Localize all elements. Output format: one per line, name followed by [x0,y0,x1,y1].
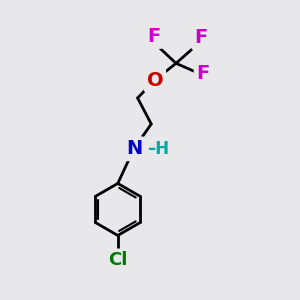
Text: F: F [194,28,207,47]
Text: F: F [196,64,210,83]
Text: –H: –H [148,140,169,158]
Text: Cl: Cl [108,251,128,269]
Text: O: O [147,71,163,90]
Text: F: F [147,27,160,46]
Text: N: N [126,139,142,158]
